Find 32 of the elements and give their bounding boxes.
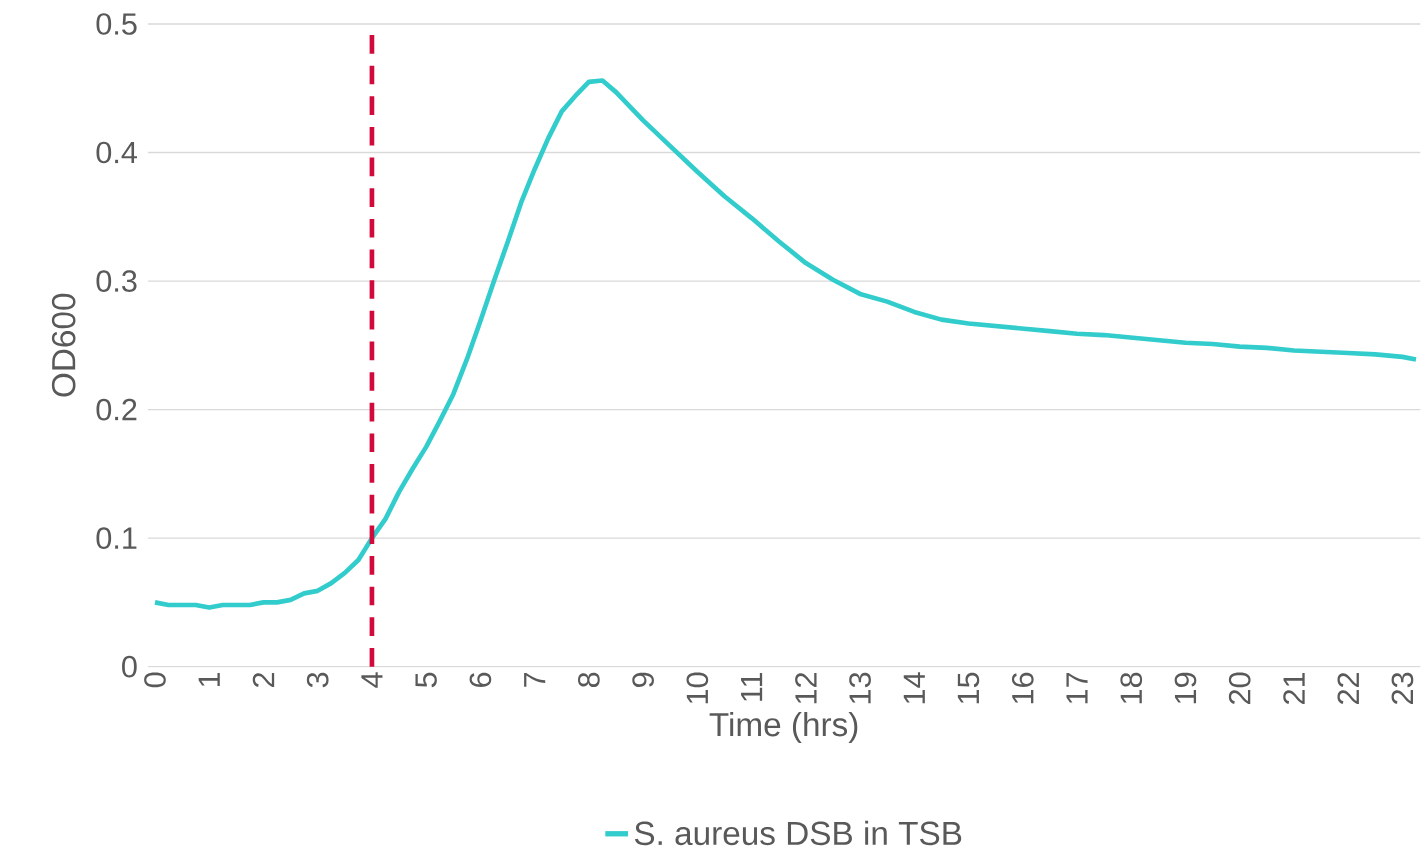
x-tick-label: 1	[198, 673, 220, 687]
x-tick-label: 0	[144, 672, 166, 688]
y-axis-title: OD600	[51, 294, 76, 397]
legend-label: S. aureus DSB in TSB	[634, 820, 962, 846]
y-tick-label: 0.2	[96, 398, 137, 421]
x-tick-label: 16	[1011, 672, 1034, 704]
x-tick-label: 18	[1120, 672, 1143, 704]
x-tick-label: 7	[524, 673, 546, 688]
x-tick-label: 22	[1337, 673, 1359, 705]
x-tick-label: 9	[632, 673, 654, 688]
x-tick-label: 19	[1174, 673, 1197, 704]
x-tick-label: 4	[361, 672, 383, 688]
x-tick-label: 20	[1228, 672, 1251, 705]
x-tick-label: 14	[903, 672, 925, 704]
x-tick-label: 5	[415, 672, 437, 688]
x-tick-label: 23	[1391, 672, 1414, 705]
x-tick-label: 21	[1283, 673, 1305, 705]
x-tick-label: 11	[741, 673, 763, 702]
y-tick-label: 0.4	[96, 141, 138, 164]
y-tick-label: 0.5	[96, 13, 137, 36]
y-tick-label: 0.1	[96, 527, 137, 550]
x-tick-label: 12	[795, 673, 817, 704]
y-tick-label: 0.3	[96, 270, 137, 293]
x-tick-label: 13	[849, 672, 871, 704]
x-axis-title: Time (hrs)	[709, 712, 858, 744]
x-tick-label: 15	[957, 672, 980, 704]
x-tick-label: 8	[578, 672, 600, 688]
x-tick-label: 2	[252, 673, 275, 688]
x-tick-label: 17	[1066, 673, 1088, 704]
x-tick-label: 6	[469, 672, 492, 688]
x-tick-label: 10	[686, 672, 709, 704]
x-tick-label: 3	[306, 672, 329, 688]
